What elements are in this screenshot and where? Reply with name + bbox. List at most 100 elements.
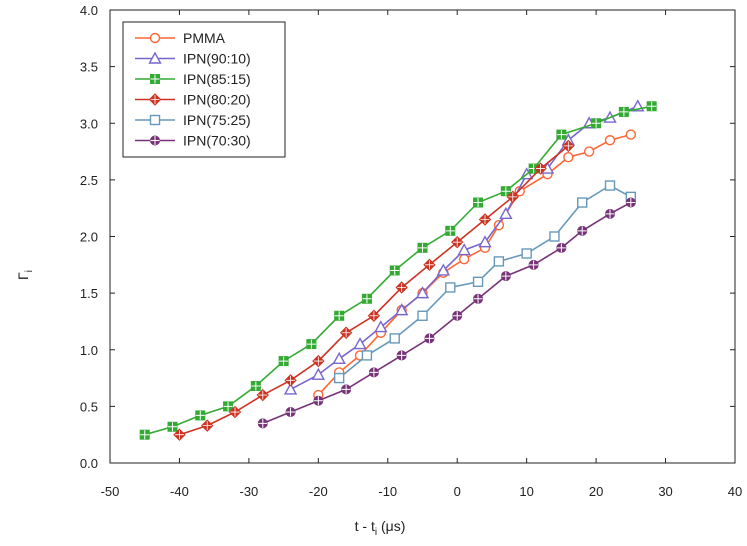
data-point (618, 106, 629, 117)
data-point (257, 418, 268, 429)
x-tick-label: 10 (519, 484, 533, 499)
data-point (223, 401, 234, 412)
data-point (396, 350, 407, 361)
data-point (285, 407, 296, 418)
legend-item: PMMA (135, 30, 226, 46)
data-point (604, 135, 616, 146)
legend-item: IPN(75:25) (135, 112, 251, 128)
legend-label: IPN(80:20) (183, 92, 251, 108)
data-point (473, 293, 484, 304)
data-point (423, 258, 436, 272)
x-tick-label: -20 (309, 484, 328, 499)
data-point (562, 139, 575, 153)
y-axis-label: Γi (15, 270, 35, 280)
data-point (549, 231, 560, 242)
x-tick-label: 30 (658, 484, 672, 499)
legend-label: IPN(90:10) (183, 51, 251, 67)
data-point (228, 405, 242, 419)
data-point (173, 428, 186, 441)
data-point (334, 310, 345, 321)
data-point (458, 253, 470, 265)
data-point (283, 382, 298, 395)
data-point (201, 419, 214, 432)
data-point (625, 197, 636, 208)
y-tick-label: 3.0 (80, 116, 98, 131)
data-point (256, 388, 269, 402)
series-5 (257, 197, 636, 429)
data-point (389, 265, 400, 276)
data-point (472, 276, 484, 287)
data-point (374, 320, 388, 333)
x-tick-label: -10 (378, 484, 397, 499)
data-point (604, 180, 616, 191)
legend-marker (149, 114, 161, 126)
plot-area (109, 9, 736, 464)
data-point (361, 293, 372, 304)
data-point (250, 380, 261, 391)
data-point (389, 333, 400, 344)
series-line (317, 133, 632, 396)
data-point (500, 186, 511, 197)
data-point (367, 309, 381, 322)
data-point (445, 225, 456, 236)
x-tick-label: -50 (101, 484, 120, 499)
data-point (577, 197, 588, 208)
data-point (195, 410, 206, 421)
data-point (457, 243, 471, 256)
data-point (521, 248, 532, 259)
y-tick-label: 0.5 (80, 399, 98, 414)
data-point (500, 271, 511, 282)
legend-marker (149, 32, 161, 44)
series-1 (283, 99, 645, 395)
y-tick-label: 1.5 (80, 286, 98, 301)
series-layer (139, 99, 657, 441)
x-tick-label: -40 (170, 484, 189, 499)
data-point (332, 351, 346, 365)
legend-box (122, 21, 286, 158)
series-4 (333, 180, 637, 384)
data-point (451, 235, 464, 249)
ticks-layer: -50 -40 -30 -20 -10 0 10 20 30 40 0.0 0.5 1.0 1.5 2.0 2… (80, 3, 742, 499)
data-point (534, 162, 547, 175)
y-tick-label: 3.5 (80, 60, 98, 75)
x-tick-label: -30 (239, 484, 258, 499)
legend-item: IPN(80:20) (135, 92, 251, 108)
svg-text:Γi: Γi (15, 270, 35, 280)
data-point (577, 225, 588, 236)
data-point (284, 374, 297, 387)
data-point (445, 282, 456, 293)
legend: PMMA IPN(90:10) IPN(85:15) IPN(80:20) IPN(75… (122, 21, 286, 158)
data-point (278, 356, 289, 367)
data-point (646, 101, 657, 112)
data-point (306, 339, 317, 350)
y-tick-label: 2.5 (80, 173, 98, 188)
legend-item: IPN(90:10) (135, 51, 251, 67)
data-point (556, 242, 567, 253)
legend-item: IPN(70:30) (135, 133, 251, 149)
data-point (506, 190, 519, 204)
series-3 (173, 139, 575, 441)
y-tick-label: 0.0 (80, 456, 98, 471)
legend-marker (150, 135, 160, 146)
data-point (493, 256, 505, 267)
legend-marker (150, 74, 160, 84)
data-point (361, 350, 373, 361)
data-point (341, 384, 352, 395)
data-point (499, 206, 513, 220)
data-point (353, 337, 367, 350)
x-tick-label: 40 (728, 484, 742, 499)
data-point (368, 367, 379, 378)
data-point (583, 146, 595, 157)
data-point (625, 129, 637, 140)
x-axis-label: t - ti (μs) (355, 518, 406, 538)
data-point (556, 129, 567, 140)
data-point (478, 213, 492, 226)
data-point (313, 395, 324, 406)
legend-marker (148, 51, 162, 64)
data-point (591, 118, 602, 129)
data-point (436, 263, 451, 276)
data-point (473, 197, 484, 208)
data-point (424, 333, 435, 344)
data-point (395, 281, 408, 294)
